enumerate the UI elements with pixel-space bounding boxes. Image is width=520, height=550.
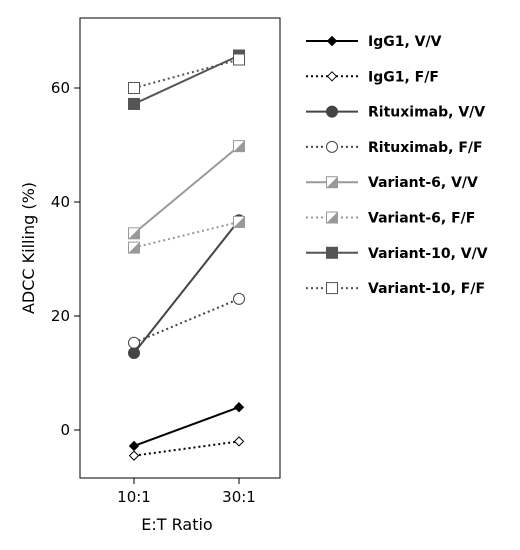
legend-marker	[326, 176, 338, 189]
data-point-marker	[128, 241, 140, 254]
series-line	[133, 145, 240, 235]
legend-label: Variant-10, V/V	[368, 246, 488, 262]
legend-marker	[326, 211, 338, 224]
series-8	[128, 53, 245, 94]
y-tick-label: 20	[51, 307, 70, 325]
y-tick-label: 60	[51, 79, 70, 97]
series-line	[133, 220, 240, 249]
data-point-marker	[128, 82, 140, 94]
series-6	[128, 215, 245, 254]
legend-item: Rituximab, F/F	[306, 140, 483, 156]
legend-label: Variant-6, F/F	[368, 211, 475, 227]
series-line	[133, 406, 240, 447]
legend-marker	[326, 282, 338, 295]
series-3	[128, 214, 245, 360]
series-line	[133, 54, 240, 105]
data-point-marker	[128, 227, 140, 240]
data-point-marker	[233, 401, 245, 413]
legend-label: Variant-6, V/V	[368, 175, 478, 191]
data-point-marker	[233, 215, 245, 228]
legend-item: Rituximab, V/V	[306, 105, 485, 121]
legend-label: Rituximab, F/F	[368, 140, 483, 156]
y-axis-label: ADCC Killing (%)	[19, 182, 38, 314]
legend-label: IgG1, V/V	[368, 34, 442, 50]
series-1	[128, 401, 245, 452]
y-tick-label: 0	[60, 421, 70, 439]
data-point-marker	[128, 440, 140, 452]
legend-label: Rituximab, V/V	[368, 105, 485, 121]
legend-item: IgG1, V/V	[306, 34, 442, 50]
legend-marker	[326, 140, 338, 153]
data-point-marker	[128, 347, 140, 360]
series-line	[133, 58, 240, 89]
legend-label: Variant-10, F/F	[368, 281, 485, 297]
series-line	[133, 297, 240, 344]
x-tick-label: 30:1	[222, 488, 256, 506]
series-line	[133, 440, 240, 457]
y-axis: 0 20 40 60	[51, 79, 80, 439]
series-2	[128, 436, 245, 461]
legend-item: Variant-10, V/V	[306, 246, 488, 262]
legend-item: Variant-10, F/F	[306, 281, 485, 297]
data-point-marker	[233, 140, 245, 153]
x-tick-label: 10:1	[117, 488, 151, 506]
legend: IgG1, V/V IgG1, F/F Rituximab, V/V Rituxima…	[306, 34, 488, 297]
legend-marker	[326, 71, 338, 82]
legend-label: IgG1, F/F	[368, 69, 439, 85]
data-point-marker	[128, 450, 140, 461]
legend-marker	[326, 105, 338, 118]
data-point-marker	[233, 53, 245, 66]
legend-marker	[326, 246, 338, 259]
data-point-marker	[128, 97, 140, 110]
data-point-marker	[233, 436, 245, 447]
y-tick-label: 40	[51, 193, 70, 211]
series-5	[128, 140, 245, 240]
legend-item: IgG1, F/F	[306, 69, 439, 85]
series-7	[128, 49, 245, 110]
legend-item: Variant-6, V/V	[306, 175, 478, 191]
legend-item: Variant-6, F/F	[306, 211, 475, 227]
legend-marker	[326, 35, 338, 47]
data-point-marker	[233, 292, 245, 305]
plot-area-frame	[79, 17, 281, 479]
series-4	[128, 292, 245, 349]
x-axis: 10:1 30:1	[117, 478, 256, 506]
series-lines	[128, 49, 245, 461]
data-point-marker	[128, 336, 140, 349]
series-line	[133, 219, 240, 354]
x-axis-label: E:T Ratio	[141, 515, 212, 534]
